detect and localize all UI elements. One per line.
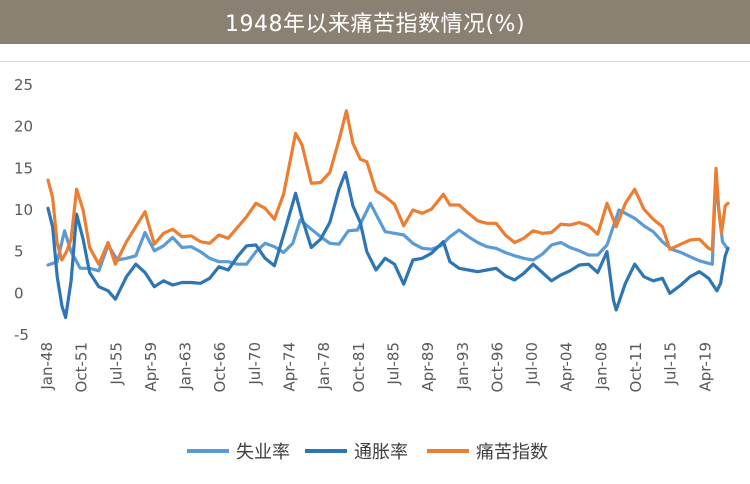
chart-title-bar: 1948年以来痛苦指数情况(%) — [0, 0, 750, 44]
x-tick-label: Jan-78 — [315, 342, 333, 391]
legend-label: 痛苦指数 — [476, 442, 548, 463]
x-tick-label: Oct-51 — [73, 342, 91, 392]
x-tick-label: Oct-81 — [350, 342, 368, 392]
x-tick-label: Oct-11 — [627, 342, 645, 392]
x-tick-label: Jan-48 — [38, 342, 56, 391]
x-tick-label: Jul-85 — [384, 342, 402, 386]
y-tick-label: 20 — [14, 118, 33, 136]
series-line-2 — [46, 170, 730, 320]
x-tick-label: Apr-89 — [419, 342, 437, 392]
x-tick-label: Jan-63 — [177, 342, 195, 391]
x-tick-label: Jul-55 — [107, 342, 125, 386]
x-tick-label: Oct-66 — [211, 342, 229, 392]
chart-title: 1948年以来痛苦指数情况(%) — [224, 12, 526, 37]
x-tick-label: Apr-59 — [142, 342, 160, 392]
x-tick-label: Oct-96 — [488, 342, 506, 392]
y-tick-label: -5 — [14, 326, 29, 344]
x-tick-label: Apr-19 — [696, 342, 714, 392]
y-tick-label: 15 — [14, 159, 33, 177]
y-tick-label: 25 — [14, 76, 33, 94]
legend-label: 失业率 — [236, 442, 290, 463]
series-line-3 — [46, 109, 730, 266]
series-line-1 — [46, 169, 729, 273]
legend-label: 通胀率 — [354, 442, 408, 463]
x-tick-label: Jan-08 — [592, 342, 610, 391]
x-tick-label: Jul-00 — [523, 342, 541, 386]
x-tick-label: Jul-70 — [246, 342, 264, 386]
y-tick-label: 0 — [14, 284, 24, 302]
x-tick-label: Jan-93 — [454, 342, 472, 391]
x-tick-label: Apr-74 — [281, 342, 299, 392]
title-divider — [0, 61, 750, 62]
x-tick-label: Apr-04 — [558, 342, 576, 392]
y-tick-label: 5 — [14, 243, 24, 261]
y-tick-label: 10 — [14, 201, 33, 219]
x-tick-label: Jul-15 — [662, 342, 680, 386]
